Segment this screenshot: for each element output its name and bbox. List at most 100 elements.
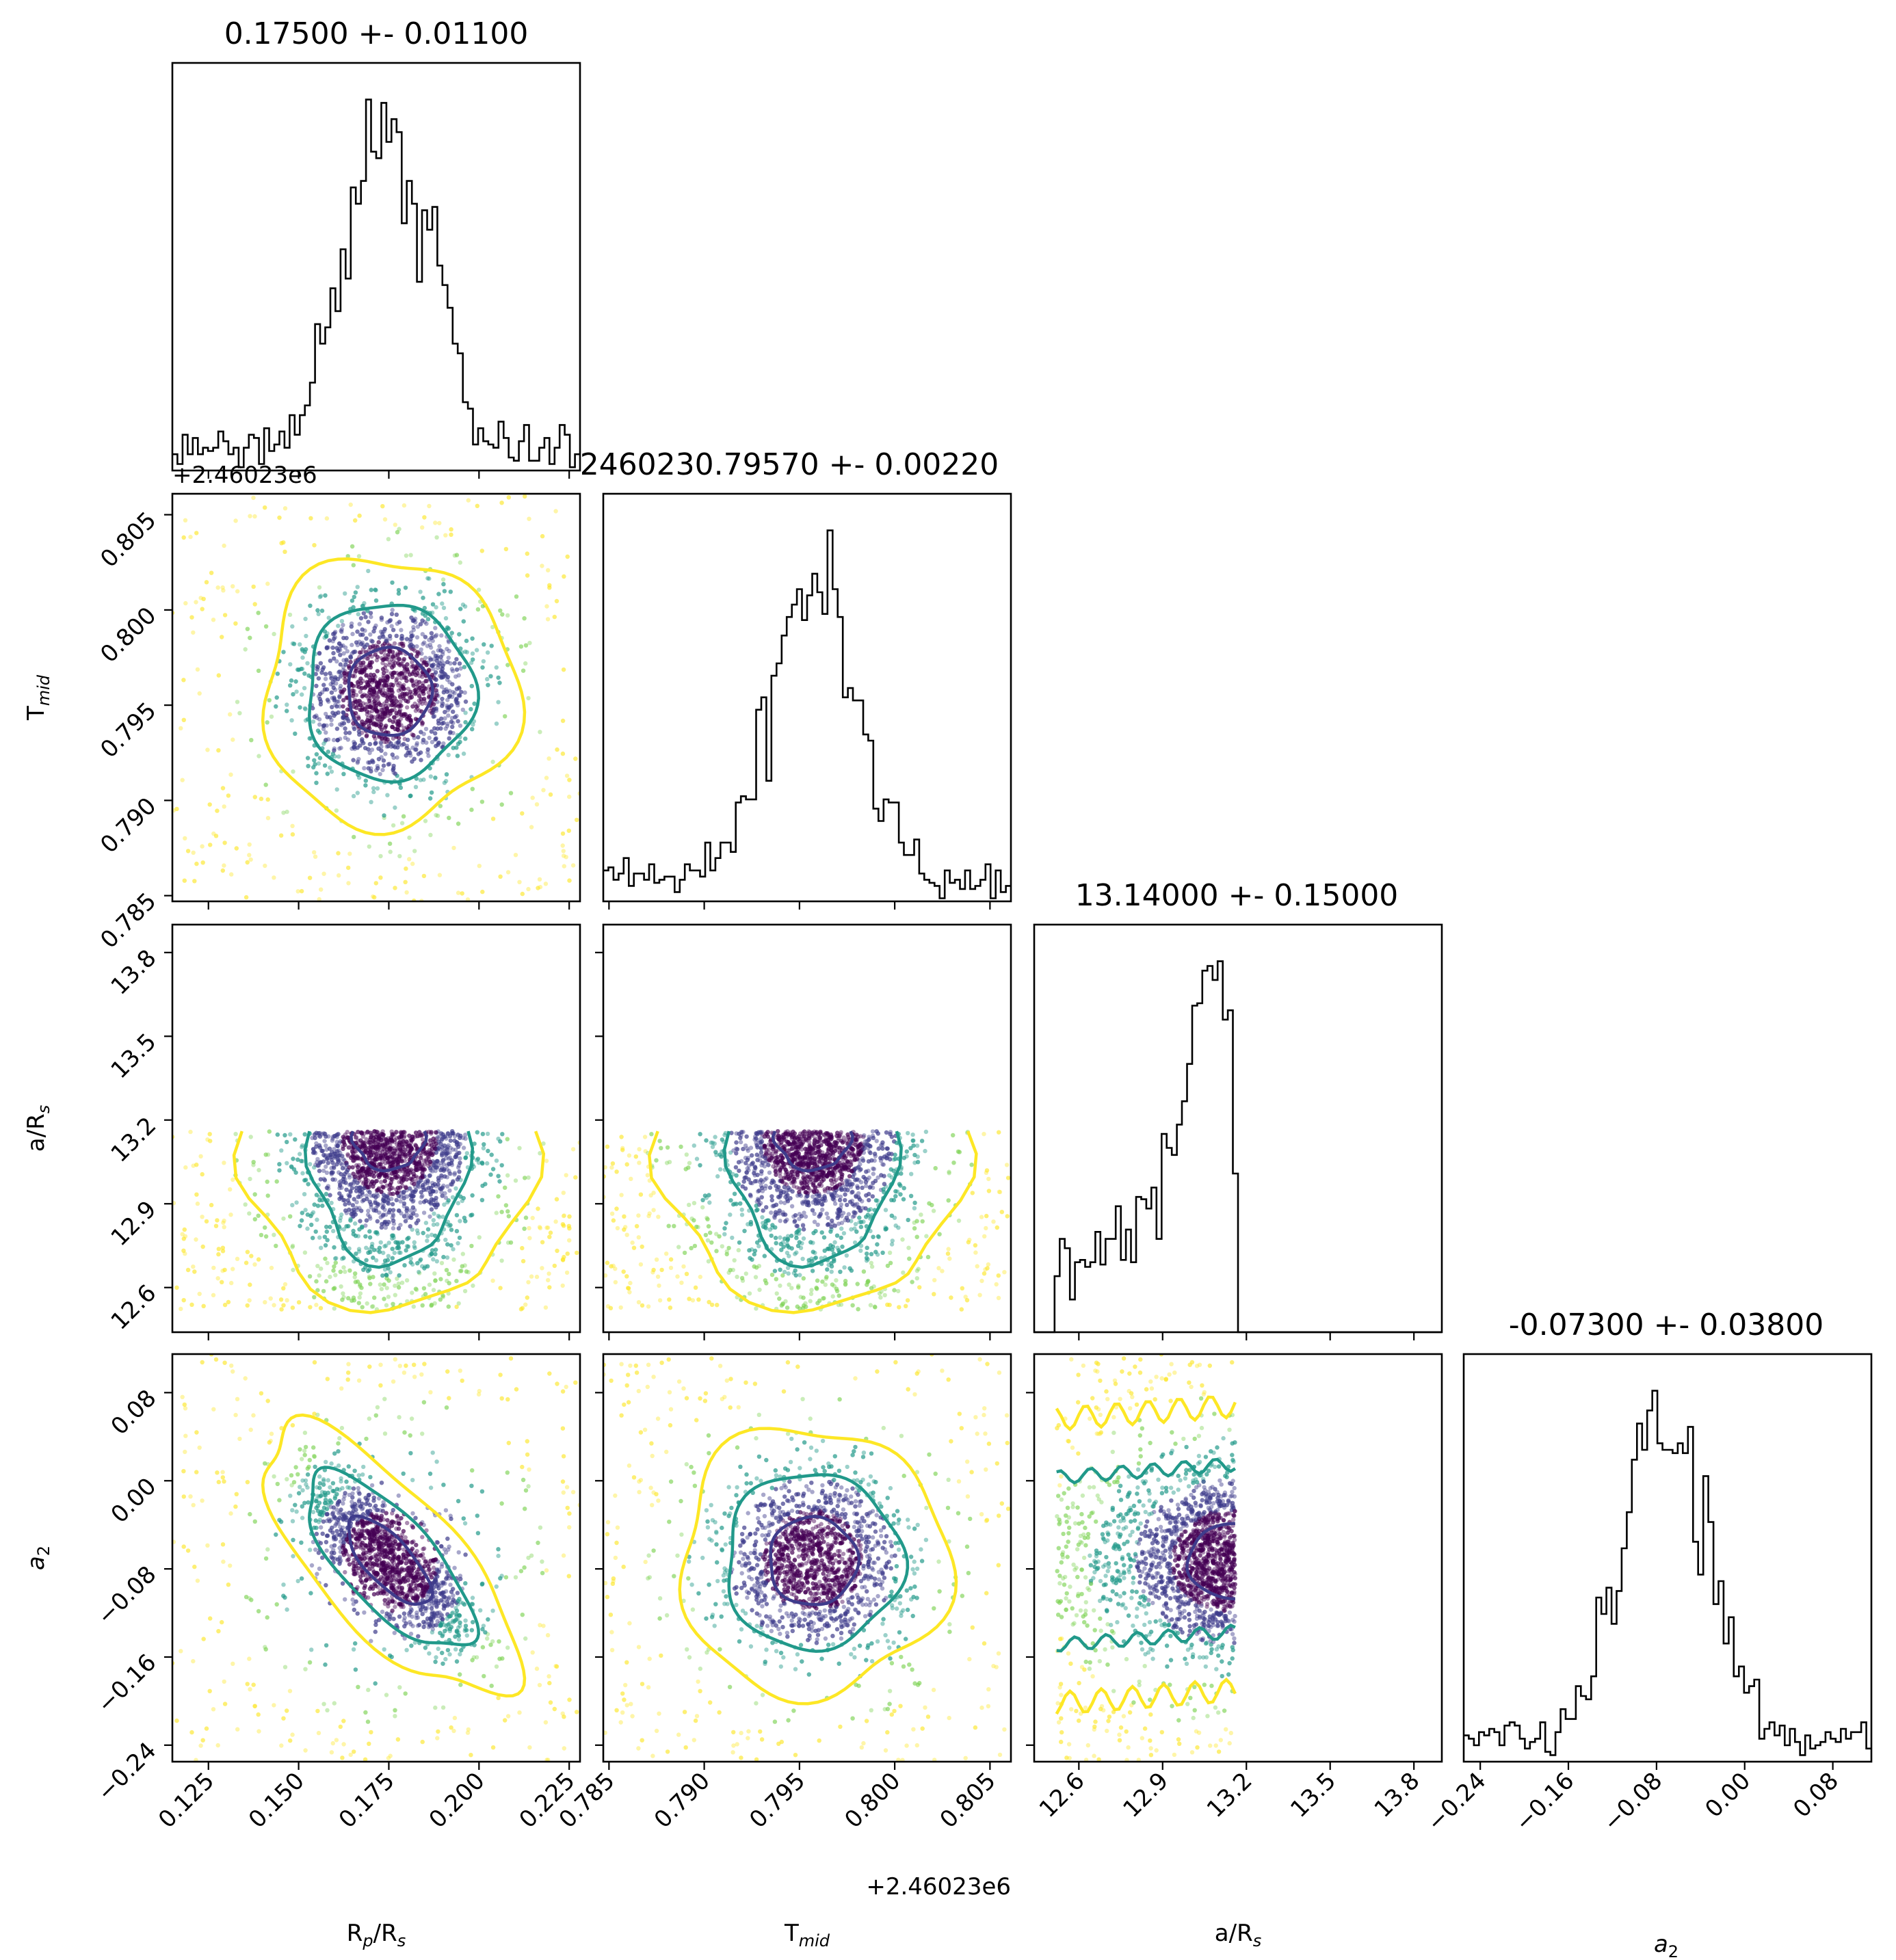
- scatter-point: [434, 693, 439, 698]
- scatter-point: [360, 693, 365, 698]
- scatter-point: [278, 833, 284, 838]
- scatter-point: [316, 676, 321, 681]
- scatter-point: [445, 703, 449, 708]
- scatter-point: [446, 1161, 451, 1166]
- scatter-point: [395, 745, 400, 750]
- scatter-point: [525, 551, 529, 556]
- scatter-point: [380, 715, 385, 719]
- scatter-point: [421, 873, 427, 879]
- scatter-point: [387, 841, 393, 846]
- scatter-point: [299, 666, 304, 672]
- scatter-point: [314, 752, 319, 757]
- scatter-point: [194, 531, 199, 535]
- scatter-point: [351, 605, 356, 610]
- scatter-point: [298, 1223, 302, 1228]
- scatter-point: [315, 1204, 321, 1208]
- scatter-point: [490, 817, 496, 821]
- scatter-point: [408, 696, 412, 700]
- scatter-point: [396, 721, 401, 726]
- scatter-point: [374, 709, 379, 714]
- scatter-point: [328, 715, 332, 719]
- scatter-point: [355, 791, 360, 795]
- scatter-point: [347, 664, 352, 669]
- scatter-point: [200, 1171, 205, 1177]
- scatter-point: [384, 637, 389, 642]
- scatter-point: [256, 611, 261, 615]
- scatter-point: [308, 516, 313, 520]
- scatter-point: [372, 895, 377, 900]
- scatter-point: [347, 730, 352, 735]
- scatter-point: [382, 1198, 386, 1204]
- scatter-point: [290, 641, 295, 646]
- scatter-point: [291, 1267, 295, 1273]
- scatter-point: [367, 684, 372, 689]
- scatter-point: [375, 684, 380, 689]
- scatter-point: [332, 687, 338, 692]
- scatter-point: [381, 710, 386, 715]
- scatter-point: [222, 1302, 228, 1308]
- scatter-point: [422, 640, 427, 645]
- scatter-point: [358, 663, 364, 668]
- scatter-point: [390, 725, 395, 730]
- scatter-point: [446, 1131, 451, 1137]
- scatter-point: [349, 624, 354, 629]
- scatter-point: [325, 698, 330, 702]
- scatter-point: [394, 678, 399, 683]
- scatter-point: [317, 1169, 322, 1174]
- scatter-point: [315, 715, 319, 720]
- scatter-point: [389, 671, 393, 676]
- scatter-point: [420, 689, 425, 694]
- scatter-point: [405, 662, 410, 667]
- scatter-point: [368, 665, 373, 670]
- scatter-point: [427, 576, 432, 581]
- scatter-point: [316, 761, 321, 766]
- scatter-point: [397, 1240, 402, 1245]
- scatter-point: [290, 832, 295, 837]
- scatter-point: [373, 741, 378, 745]
- scatter-point: [353, 711, 358, 716]
- scatter-point: [399, 684, 404, 689]
- scatter-point: [299, 1218, 304, 1223]
- scatter-point: [341, 698, 346, 702]
- scatter-point: [291, 769, 295, 774]
- scatter-point: [179, 1306, 183, 1312]
- scatter-point: [395, 727, 400, 732]
- scatter-point: [386, 1295, 391, 1299]
- scatter-point: [395, 1161, 400, 1165]
- scatter-point: [456, 693, 462, 698]
- scatter-point: [433, 776, 438, 780]
- scatter-point: [399, 672, 404, 676]
- scatter-point: [377, 689, 382, 694]
- scatter-point: [387, 718, 392, 723]
- scatter-point: [564, 773, 570, 778]
- scatter-point: [334, 726, 340, 731]
- scatter-point: [351, 793, 356, 799]
- scatter-point: [367, 741, 373, 747]
- scatter-point: [494, 1210, 499, 1215]
- scatter-point: [547, 756, 551, 761]
- scatter-point: [385, 737, 390, 742]
- scatter-point: [456, 1241, 460, 1246]
- scatter-point: [336, 699, 341, 704]
- scatter-point: [359, 707, 365, 713]
- scatter-point: [364, 665, 369, 670]
- scatter-point: [430, 706, 434, 711]
- scatter-point: [256, 668, 261, 673]
- scatter-point: [361, 722, 366, 727]
- scatter-point: [434, 743, 438, 749]
- scatter-point: [417, 680, 422, 685]
- scatter-point: [351, 758, 356, 763]
- scatter-point: [384, 706, 389, 711]
- scatter-point: [243, 1260, 249, 1265]
- scatter-point: [358, 615, 364, 621]
- scatter-point: [371, 695, 376, 700]
- scatter-point: [364, 665, 369, 670]
- scatter-point: [351, 605, 356, 610]
- scatter-point: [365, 704, 370, 710]
- panel-frame: [602, 492, 1012, 903]
- scatter-point: [356, 702, 360, 707]
- scatter-point: [324, 645, 330, 650]
- scatter-point: [431, 714, 436, 719]
- scatter-point: [422, 660, 427, 665]
- scatter-point: [389, 611, 395, 617]
